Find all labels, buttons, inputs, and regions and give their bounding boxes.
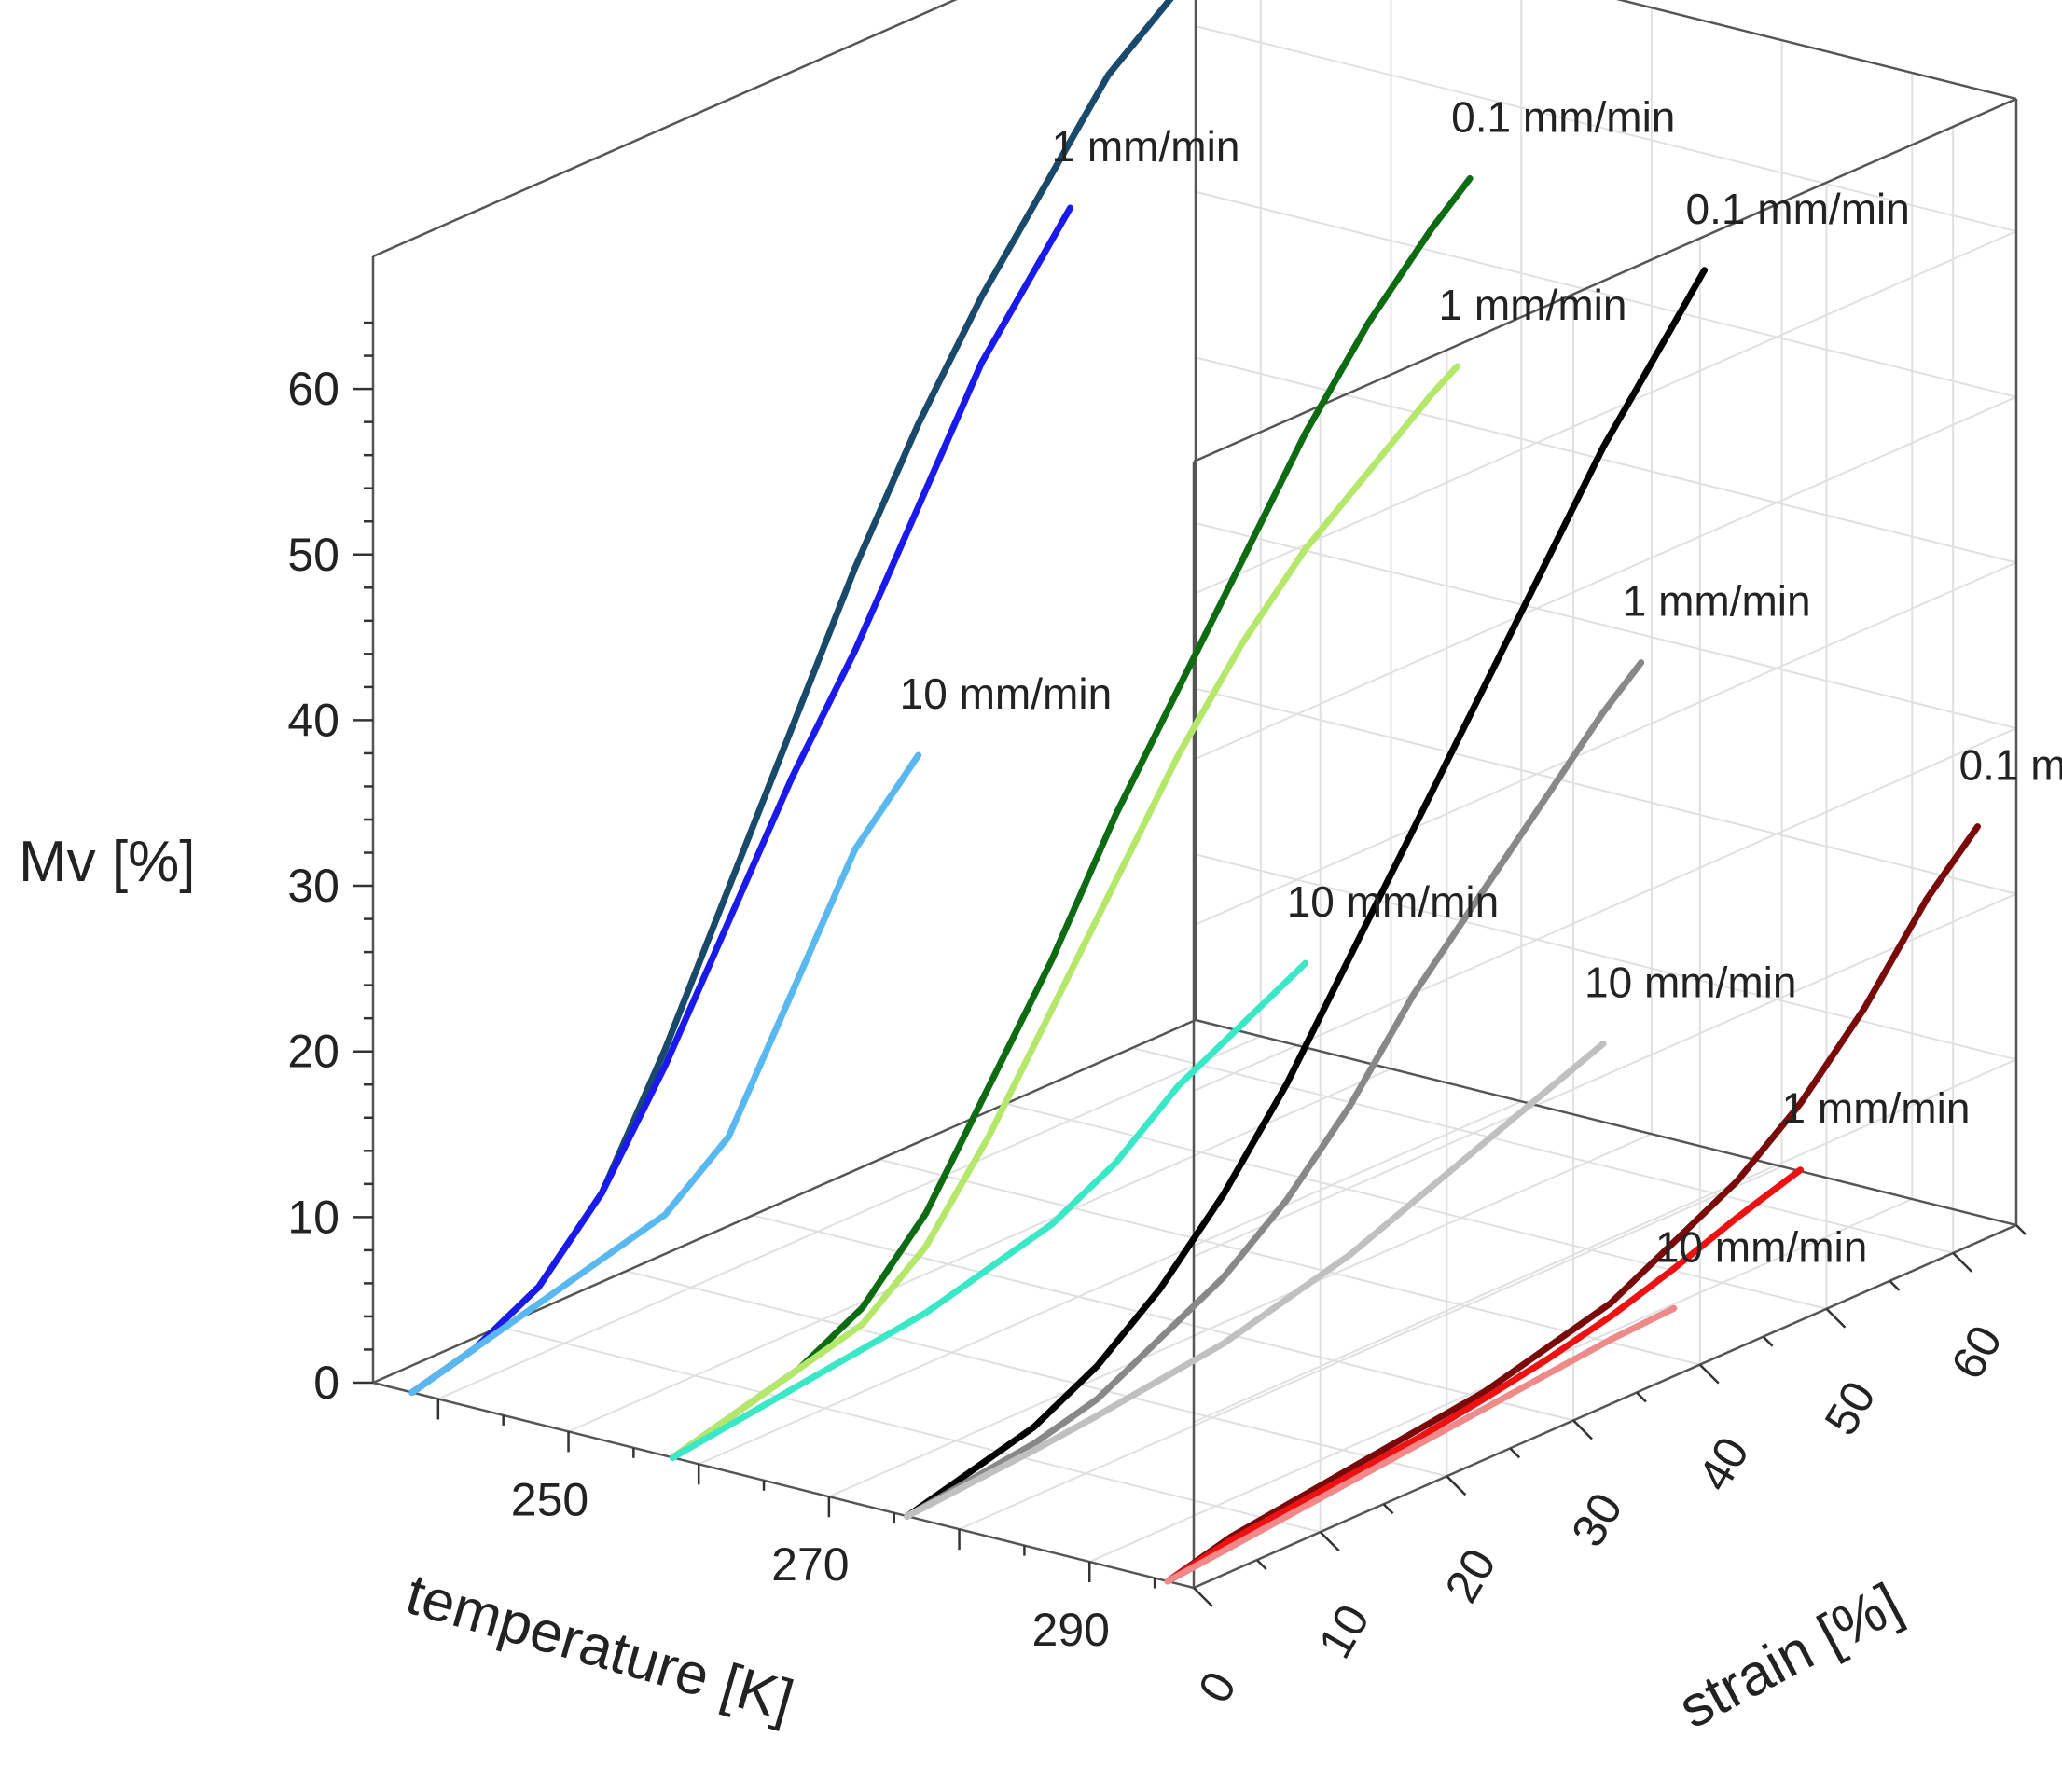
z-axis-title: Mv [%] bbox=[19, 830, 195, 894]
grid-line bbox=[1195, 522, 2017, 730]
grid-line bbox=[437, 1035, 1262, 1400]
y-tick-label: 50 bbox=[1815, 1372, 1886, 1443]
series-line-12 bbox=[1164, 1304, 1678, 1585]
grid-line bbox=[1195, 190, 2017, 398]
grid-line bbox=[828, 1133, 1653, 1498]
series-line-5 bbox=[669, 363, 1461, 1461]
grid-line bbox=[752, 1214, 1574, 1422]
y-tick-label: 30 bbox=[1561, 1484, 1632, 1555]
y-tick-mark bbox=[1319, 1531, 1340, 1552]
series-line-9 bbox=[904, 1040, 1607, 1520]
series-line-6 bbox=[669, 959, 1309, 1461]
grid-line bbox=[1195, 853, 2017, 1061]
series-label-4: 0.1 mm/min bbox=[1451, 92, 1675, 141]
grid-line bbox=[1193, 727, 2017, 1092]
series-line-8 bbox=[904, 659, 1645, 1520]
frame-edge bbox=[1193, 1223, 2017, 1590]
y-tick-label: 60 bbox=[1941, 1316, 2012, 1387]
grid-line bbox=[1193, 892, 2017, 1258]
y-tick-label: 20 bbox=[1435, 1540, 1506, 1611]
y-tick-mark bbox=[1698, 1363, 1720, 1385]
series-label-2: 1 mm/min bbox=[1052, 122, 1240, 171]
frame-edge bbox=[372, 0, 958, 258]
grid-line bbox=[568, 1068, 1391, 1433]
series-line-11 bbox=[1164, 1166, 1804, 1585]
y-tick-mark bbox=[1255, 1559, 1267, 1570]
grid-line bbox=[1193, 1058, 2017, 1424]
series-labels: 0.1 mm/min 1 mm/min 10 mm/min 0.1 mm/min 1 m… bbox=[900, 92, 2062, 1271]
grid-line bbox=[879, 1158, 1701, 1366]
y-tick-mark bbox=[1762, 1335, 1774, 1347]
grid-line bbox=[1005, 1102, 1827, 1310]
series-label-12: 10 mm/min bbox=[1655, 1222, 1867, 1271]
grid-panels bbox=[437, 0, 2017, 1589]
grid-line bbox=[698, 1100, 1522, 1466]
series-line-2 bbox=[408, 204, 1073, 1396]
y-tick-mark bbox=[1446, 1475, 1467, 1496]
grid-line bbox=[1193, 395, 2017, 761]
z-tick-label: 0 bbox=[313, 1357, 339, 1409]
series-label-8: 1 mm/min bbox=[1623, 577, 1811, 626]
z-tick-label: 40 bbox=[287, 694, 339, 746]
y-tick-mark bbox=[1825, 1307, 1847, 1329]
grid-line bbox=[499, 1326, 1321, 1534]
y-tick-mark bbox=[1193, 1587, 1213, 1607]
y-tick-mark bbox=[1509, 1447, 1521, 1459]
grid-line bbox=[626, 1270, 1447, 1478]
y-axis-title: strain [%] bbox=[1668, 1571, 1912, 1741]
grid-line bbox=[1193, 561, 2017, 927]
data-series bbox=[408, 0, 1981, 1585]
grid-line bbox=[959, 1165, 1782, 1531]
frame-edge bbox=[1193, 97, 2017, 463]
z-tick-label: 20 bbox=[287, 1026, 339, 1078]
z-tick-label: 10 bbox=[287, 1191, 339, 1243]
x-axis-title: temperature [K] bbox=[399, 1562, 800, 1733]
z-tick-label: 60 bbox=[287, 363, 339, 415]
series-line-10 bbox=[1164, 823, 1981, 1585]
z-tick-label: 50 bbox=[287, 529, 339, 581]
series-label-6: 10 mm/min bbox=[1287, 877, 1499, 926]
series-label-7: 0.1 mm/min bbox=[1686, 185, 1910, 233]
grid-line bbox=[1131, 1046, 1954, 1254]
axis-ticks: 0 10 20 30 40 50 60 250 270 290 0 10 20 30 40 50 60 bbox=[287, 321, 2027, 1712]
y-tick-mark bbox=[1952, 1252, 1973, 1273]
grid-line bbox=[1193, 230, 2017, 596]
y-tick-mark bbox=[1382, 1503, 1394, 1515]
series-line-4 bbox=[669, 175, 1474, 1461]
frame-edge bbox=[1615, 0, 2017, 101]
frame-edge bbox=[372, 1381, 1195, 1590]
grid-line bbox=[1195, 687, 2017, 895]
y-tick-label: 10 bbox=[1308, 1596, 1379, 1667]
series-label-10: 0.1 mm/min bbox=[1958, 741, 2062, 790]
y-tick-mark bbox=[2015, 1224, 2027, 1235]
y-tick-label: 0 bbox=[1188, 1662, 1246, 1711]
series-line-3 bbox=[408, 751, 922, 1396]
x-tick-label: 250 bbox=[511, 1473, 588, 1525]
series-label-5: 1 mm/min bbox=[1439, 281, 1627, 329]
x-tick-label: 270 bbox=[771, 1538, 849, 1591]
frame-edge bbox=[1195, 1018, 2017, 1227]
series-label-9: 10 mm/min bbox=[1585, 958, 1796, 1006]
series-label-3: 10 mm/min bbox=[900, 669, 1112, 718]
x-tick-label: 290 bbox=[1032, 1604, 1110, 1656]
axis-frame bbox=[371, 0, 2018, 1590]
grid-line bbox=[1195, 25, 2017, 233]
y-tick-label: 40 bbox=[1688, 1428, 1759, 1499]
y-tick-mark bbox=[1636, 1391, 1647, 1403]
y-tick-mark bbox=[1572, 1419, 1593, 1440]
series-label-11: 1 mm/min bbox=[1782, 1084, 1971, 1133]
y-tick-mark bbox=[1889, 1279, 1901, 1291]
z-tick-label: 30 bbox=[287, 860, 339, 912]
series-line-7 bbox=[904, 267, 1709, 1520]
